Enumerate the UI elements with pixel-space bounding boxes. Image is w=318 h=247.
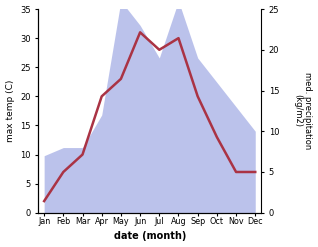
Y-axis label: max temp (C): max temp (C) — [5, 80, 15, 142]
X-axis label: date (month): date (month) — [114, 231, 186, 242]
Y-axis label: med. precipitation
(kg/m2): med. precipitation (kg/m2) — [293, 72, 313, 149]
